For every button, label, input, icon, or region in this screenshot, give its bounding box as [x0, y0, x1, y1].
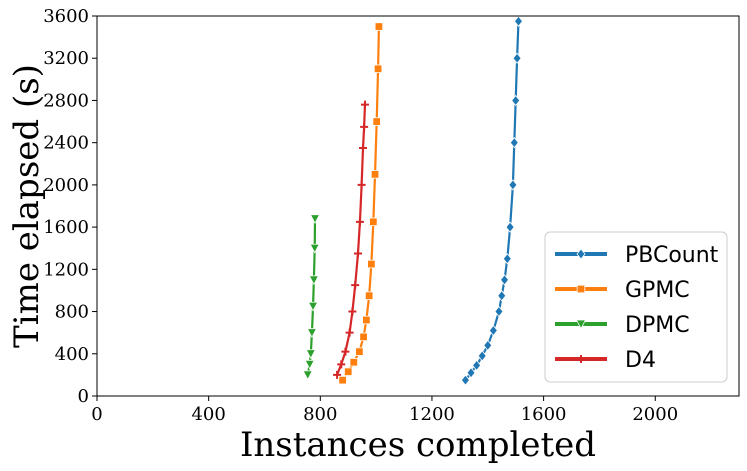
y-tick-label: 2400: [43, 133, 89, 154]
legend-item-gpmc: GPMC: [555, 278, 690, 303]
data-point-pbcount: [477, 350, 487, 362]
data-point-dpmc: [304, 359, 315, 370]
x-tick-label: 1600: [521, 404, 567, 425]
data-point-pbcount: [494, 305, 504, 318]
data-point-pbcount: [511, 94, 521, 107]
legend-label-gpmc: GPMC: [625, 278, 690, 303]
series-pbcount: [460, 15, 523, 386]
data-point-pbcount: [513, 15, 523, 27]
data-point-d4: [353, 249, 362, 258]
data-point-pbcount: [509, 137, 519, 149]
series-line-pbcount: [464, 21, 520, 381]
y-tick-label: 2800: [43, 90, 89, 111]
y-axis-title: Time elapsed (s): [7, 64, 47, 348]
y-tick-label: 3600: [43, 6, 89, 27]
legend-label-pbcount: PBCount: [625, 243, 719, 268]
y-tick-label: 3200: [43, 48, 89, 69]
data-point-gpmc: [338, 375, 347, 385]
data-point-gpmc: [362, 315, 371, 325]
data-point-gpmc: [369, 217, 378, 227]
data-point-gpmc: [367, 259, 376, 269]
y-tick-label: 1200: [43, 259, 89, 280]
data-point-d4: [341, 347, 350, 356]
series-dpmc: [302, 214, 321, 381]
plot-frame: [96, 15, 740, 397]
x-tick-label: 2000: [632, 404, 678, 425]
data-point-gpmc: [349, 358, 358, 367]
y-tick-label: 1600: [43, 217, 89, 238]
x-tick-label: 800: [303, 404, 337, 425]
data-point-d4: [351, 281, 360, 290]
x-tick-label: 0: [91, 404, 102, 425]
data-point-gpmc: [372, 117, 381, 126]
data-point-d4: [360, 122, 369, 131]
data-point-gpmc: [373, 64, 383, 73]
y-tick-label: 0: [78, 386, 89, 407]
y-tick-label: 800: [55, 302, 89, 323]
data-point-gpmc: [374, 22, 384, 31]
data-point-dpmc: [309, 243, 320, 254]
data-point-d4: [348, 307, 357, 316]
data-point-dpmc: [302, 370, 313, 381]
series-layer: [302, 15, 523, 386]
series-d4: [333, 100, 369, 379]
data-point-pbcount: [488, 324, 498, 337]
data-point-gpmc: [364, 291, 374, 300]
y-tick-label: 2000: [43, 175, 89, 196]
data-point-pbcount: [508, 179, 518, 191]
data-point-pbcount: [505, 221, 515, 233]
data-point-gpmc: [344, 367, 353, 376]
data-point-pbcount: [460, 374, 470, 386]
data-point-d4: [355, 217, 364, 226]
legend-item-dpmc: DPMC: [555, 313, 690, 338]
legend: PBCount GPMC DPMC D4: [544, 231, 728, 383]
data-point-pbcount: [500, 274, 510, 286]
data-point-pbcount: [472, 359, 482, 372]
y-axis-ticks: 0 400 800 1200 1600 2000 2400 2800 3200 3600: [43, 6, 97, 407]
data-point-pbcount: [466, 367, 476, 379]
legend-item-d4: D4: [555, 348, 656, 373]
data-point-pbcount: [497, 290, 507, 302]
legend-marker-dpmc: [575, 319, 587, 330]
legend-marker-d4: [577, 355, 585, 363]
y-tick-label: 400: [55, 344, 89, 365]
data-point-d4: [345, 328, 354, 337]
x-tick-label: 400: [191, 404, 225, 425]
data-point-d4: [357, 180, 366, 189]
data-point-dpmc: [306, 328, 318, 339]
data-point-gpmc: [359, 332, 368, 342]
legend-marker-gpmc: [576, 284, 586, 294]
legend-label-d4: D4: [625, 348, 656, 373]
x-axis-title: Instances completed: [240, 425, 596, 465]
data-point-dpmc: [309, 214, 321, 225]
data-point-pbcount: [483, 339, 493, 351]
legend-box: [544, 231, 728, 383]
data-point-d4: [333, 370, 342, 379]
x-tick-label: 1200: [409, 404, 455, 425]
legend-label-dpmc: DPMC: [625, 313, 690, 338]
x-axis-ticks: 0 400 800 1200 1600 2000: [91, 396, 678, 425]
data-point-gpmc: [355, 347, 364, 356]
series-gpmc: [338, 22, 384, 385]
data-point-d4: [337, 360, 346, 369]
data-point-gpmc: [370, 170, 380, 179]
data-point-dpmc: [308, 275, 320, 286]
data-point-dpmc: [307, 301, 319, 312]
data-point-pbcount: [512, 52, 522, 64]
data-point-d4: [360, 100, 369, 109]
data-point-pbcount: [502, 253, 512, 265]
data-point-d4: [359, 143, 368, 152]
legend-marker-pbcount: [576, 248, 586, 260]
legend-item-pbcount: PBCount: [555, 243, 719, 268]
data-point-dpmc: [305, 349, 316, 360]
